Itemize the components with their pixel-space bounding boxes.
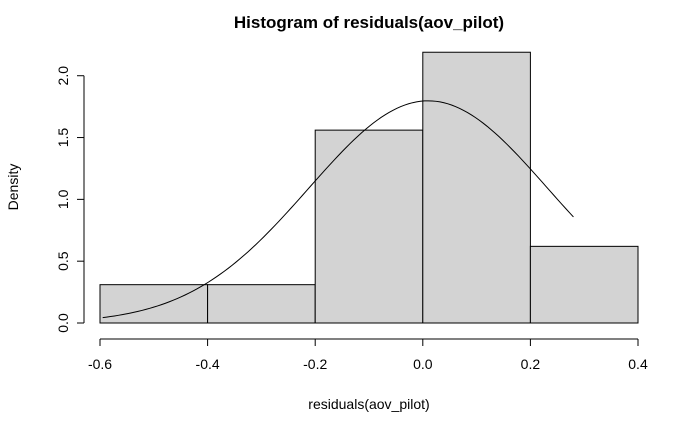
y-axis: 0.0 0.5 1.0 1.5 2.0 <box>55 66 85 333</box>
x-tick-label: -0.2 <box>303 356 327 372</box>
x-tick-label: -0.6 <box>88 356 112 372</box>
histogram-bar-3 <box>314 129 424 324</box>
y-tick-label: 0.5 <box>55 251 71 271</box>
density-curve-layer <box>102 100 574 319</box>
y-tick-label: 1.0 <box>55 189 71 209</box>
chart-title: Histogram of residuals(aov_pilot) <box>234 13 504 32</box>
y-tick-label: 1.5 <box>55 128 71 148</box>
x-tick-label: 0.4 <box>628 356 648 372</box>
x-tick-label: 0.2 <box>521 356 541 372</box>
x-axis: -0.6 -0.4 -0.2 0.0 0.2 0.4 <box>88 338 648 372</box>
y-axis-label: Density <box>5 164 21 211</box>
histogram-bar-5 <box>529 245 639 324</box>
x-tick-label: 0.0 <box>413 356 433 372</box>
histogram-bar-1 <box>99 284 209 324</box>
histogram-bar-2 <box>207 284 316 324</box>
histogram-bar-4 <box>422 51 531 324</box>
histogram-bars <box>99 51 639 324</box>
y-tick-label: 2.0 <box>55 66 71 86</box>
x-axis-label: residuals(aov_pilot) <box>308 396 429 412</box>
normal-density-curve <box>102 100 574 319</box>
y-tick-label: 0.0 <box>55 313 71 333</box>
x-tick-label: -0.4 <box>196 356 220 372</box>
